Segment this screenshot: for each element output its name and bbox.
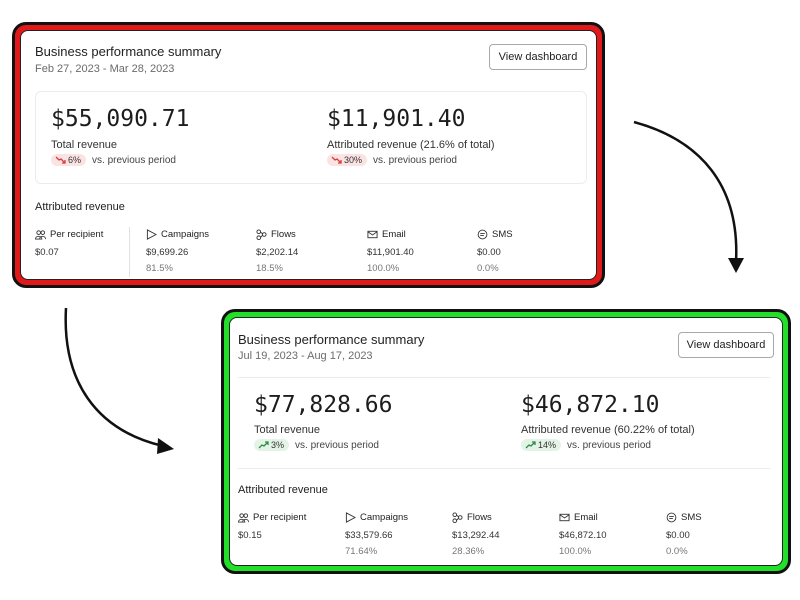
column-percent: 0.0% (666, 546, 688, 557)
people-icon (35, 230, 46, 240)
total-revenue-value: $77,828.66 (254, 392, 393, 418)
total-revenue-label: Total revenue (51, 139, 118, 151)
column-label: Email (574, 512, 598, 523)
column-email: Email $46,872.10 100.0% (559, 512, 607, 557)
trend-suffix: vs. previous period (373, 154, 457, 166)
view-dashboard-button[interactable]: View dashboard (678, 332, 774, 358)
column-percent: 71.64% (345, 546, 378, 557)
column-percent: 0.0% (477, 263, 499, 274)
send-icon (345, 512, 356, 523)
column-percent: 28.36% (452, 546, 485, 557)
column-flows: Flows $2,202.14 18.5% (256, 229, 298, 274)
column-value: $11,901.40 (367, 247, 414, 258)
mail-icon (559, 513, 570, 522)
card-title: Business performance summary (35, 44, 222, 59)
trend-up-icon (525, 441, 536, 449)
view-dashboard-button[interactable]: View dashboard (489, 44, 587, 70)
column-label: Campaigns (161, 229, 210, 240)
metrics-box (35, 91, 587, 184)
date-range: Jul 19, 2023 - Aug 17, 2023 (238, 350, 373, 362)
section-title: Attributed revenue (35, 201, 125, 213)
column-percent: 100.0% (559, 546, 592, 557)
column-per-recipient: Per recipient $0.15 (238, 512, 307, 541)
section-title: Attributed revenue (238, 484, 328, 496)
trend-up-icon (258, 441, 269, 449)
attributed-revenue-value: $11,901.40 (327, 106, 466, 132)
column-per-recipient: Per recipient $0.07 (35, 229, 104, 258)
column-email: Email $11,901.40 100.0% (367, 229, 414, 274)
flows-icon (452, 512, 463, 523)
trend-badge: 3% (254, 439, 290, 451)
trend-badge: 14% (521, 439, 562, 451)
attributed-revenue-label: Attributed revenue (21.6% of total) (327, 139, 495, 151)
total-revenue-trend: 6% vs. previous period (51, 154, 176, 166)
total-revenue-value: $55,090.71 (51, 106, 190, 132)
trend-badge: 30% (327, 154, 368, 166)
column-label: Per recipient (253, 512, 307, 523)
trend-percent: 3% (271, 440, 285, 450)
metrics-box (238, 377, 770, 469)
send-icon (146, 229, 157, 240)
column-value: $0.15 (238, 530, 262, 541)
column-sms: SMS $0.00 0.0% (477, 229, 513, 274)
after-frame: Business performance summary Jul 19, 202… (221, 309, 791, 574)
trend-down-icon (331, 156, 342, 164)
column-campaigns: Campaigns $9,699.26 81.5% (146, 229, 210, 274)
trend-suffix: vs. previous period (92, 154, 176, 166)
before-summary-card: Business performance summary Feb 27, 202… (20, 30, 597, 280)
column-flows: Flows $13,292.44 28.36% (452, 512, 500, 557)
flows-icon (256, 229, 267, 240)
column-campaigns: Campaigns $33,579.66 71.64% (345, 512, 409, 557)
column-label: Per recipient (50, 229, 104, 240)
trend-badge: 6% (51, 154, 87, 166)
column-label: Flows (271, 229, 296, 240)
trend-percent: 30% (344, 155, 363, 165)
before-frame: Business performance summary Feb 27, 202… (12, 22, 605, 288)
trend-percent: 6% (68, 155, 82, 165)
column-percent: 18.5% (256, 263, 283, 274)
mail-icon (367, 230, 378, 239)
column-sms: SMS $0.00 0.0% (666, 512, 702, 557)
column-value: $0.00 (666, 530, 690, 541)
people-icon (238, 513, 249, 523)
column-value: $33,579.66 (345, 530, 393, 541)
trend-down-icon (55, 156, 66, 164)
column-label: Campaigns (360, 512, 409, 523)
trend-suffix: vs. previous period (295, 439, 379, 451)
card-title: Business performance summary (238, 332, 425, 347)
column-label: SMS (681, 512, 702, 523)
column-value: $13,292.44 (452, 530, 500, 541)
trend-percent: 14% (538, 440, 557, 450)
total-revenue-label: Total revenue (254, 424, 321, 436)
attributed-revenue-trend: 30% vs. previous period (327, 154, 457, 166)
column-value: $9,699.26 (146, 247, 189, 258)
date-range: Feb 27, 2023 - Mar 28, 2023 (35, 63, 175, 75)
sms-icon (477, 229, 488, 240)
attributed-revenue-trend: 14% vs. previous period (521, 439, 651, 451)
after-summary-card: Business performance summary Jul 19, 202… (229, 317, 783, 566)
column-value: $46,872.10 (559, 530, 607, 541)
column-label: SMS (492, 229, 513, 240)
attributed-revenue-label: Attributed revenue (60.22% of total) (521, 424, 695, 436)
attributed-revenue-value: $46,872.10 (521, 392, 660, 418)
column-value: $0.07 (35, 247, 59, 258)
column-value: $2,202.14 (256, 247, 299, 258)
column-percent: 81.5% (146, 263, 173, 274)
total-revenue-trend: 3% vs. previous period (254, 439, 379, 451)
column-label: Email (382, 229, 406, 240)
column-percent: 100.0% (367, 263, 400, 274)
trend-suffix: vs. previous period (567, 439, 651, 451)
column-value: $0.00 (477, 247, 501, 258)
column-divider (129, 227, 130, 277)
sms-icon (666, 512, 677, 523)
column-label: Flows (467, 512, 492, 523)
